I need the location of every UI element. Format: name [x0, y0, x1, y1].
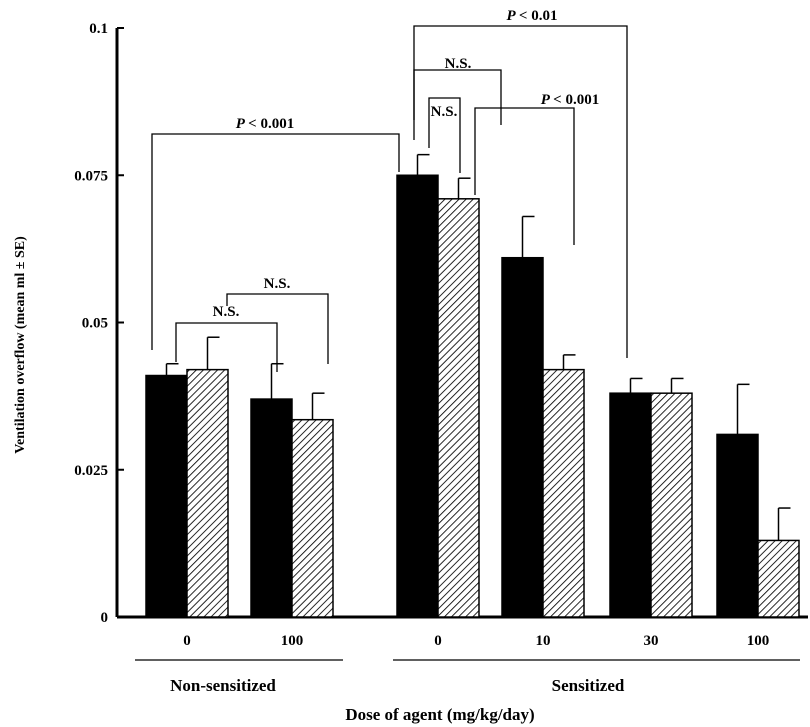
bar-hatched: [650, 392, 693, 618]
significance-label: N.S.: [264, 276, 291, 292]
bar-solid: [609, 392, 652, 618]
x-tick-label: 30: [644, 633, 659, 649]
y-tick-label: 0.075: [74, 168, 108, 184]
x-tick-label: 0: [434, 633, 442, 649]
significance-bracket: [474, 107, 575, 245]
significance-label: N.S.: [213, 304, 240, 320]
significance-bracket: [151, 133, 400, 350]
significance-bracket: [175, 322, 278, 372]
group-label-sensitized: Sensitized: [552, 676, 625, 695]
significance-label: P < 0.01: [507, 8, 558, 24]
significance-label: P < 0.001: [541, 92, 599, 108]
bar-hatched: [757, 539, 800, 618]
bar-solid: [145, 374, 188, 618]
significance-annotations: N.S. N.S. P < 0.001 N.S. N.S. P < 0.01 P < 0.0…: [151, 8, 628, 372]
axes: 0 0.025 0.05 0.075 0.1 0 100 0 10 30 100: [74, 21, 808, 661]
bar-hatched: [437, 198, 480, 618]
y-tick-label: 0: [101, 610, 109, 626]
y-tick-label: 0.05: [82, 316, 108, 332]
significance-bracket: [428, 97, 461, 173]
significance-bracket: [226, 293, 329, 364]
y-tick-label: 0.1: [89, 21, 108, 37]
bar-solid: [501, 256, 544, 618]
bar-solid: [716, 433, 759, 618]
bars: [145, 153, 800, 618]
x-tick-label: 0: [183, 633, 191, 649]
significance-label: N.S.: [445, 56, 472, 72]
significance-label: N.S.: [431, 104, 458, 120]
bar-solid: [250, 398, 293, 618]
bar-hatched: [542, 368, 585, 618]
y-tick-label: 0.025: [74, 463, 108, 479]
significance-bracket: [413, 25, 628, 358]
x-tick-label: 100: [747, 633, 770, 649]
x-axis-title: Dose of agent (mg/kg/day): [345, 705, 534, 724]
bar-solid: [396, 174, 439, 618]
x-tick-label: 10: [536, 633, 551, 649]
x-tick-label: 100: [281, 633, 304, 649]
bar-hatched: [186, 368, 229, 618]
bar-hatched: [291, 418, 334, 618]
significance-label: P < 0.001: [236, 116, 294, 132]
significance-bracket: [413, 69, 502, 140]
group-label-non-sensitized: Non-sensitized: [170, 676, 276, 695]
y-axis-title: Ventilation overflow (mean ml ± SE): [13, 236, 28, 454]
